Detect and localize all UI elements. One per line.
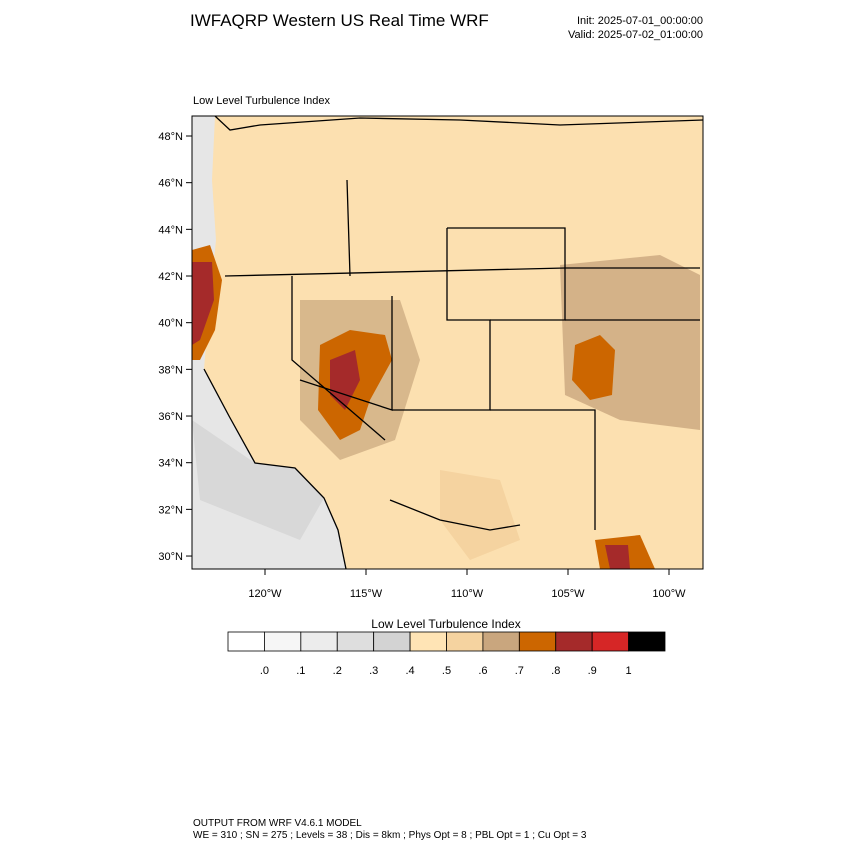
colorbar-label: .9 xyxy=(588,665,597,677)
colorbar-box xyxy=(518,631,557,652)
lat-tick-label: 46°N xyxy=(158,178,183,190)
lat-tick-label: 44°N xyxy=(158,224,183,236)
lon-tick-label: 105°W xyxy=(551,588,585,600)
lat-tick-label: 36°N xyxy=(158,411,183,423)
lat-tick-label: 38°N xyxy=(158,364,183,376)
lon-tick-label: 110°W xyxy=(451,588,484,600)
valid-time: Valid: 2025-07-02_01:00:00 xyxy=(568,29,703,41)
lon-tick-label: 120°W xyxy=(248,588,282,600)
colorbar-box xyxy=(628,631,666,652)
colorbar-box xyxy=(409,631,447,652)
lat-tick-label: 32°N xyxy=(158,504,183,516)
colorbar-label: .8 xyxy=(551,665,560,677)
footer-line: WE = 310 ; SN = 275 ; Levels = 38 ; Dis … xyxy=(193,830,587,841)
colorbar-title: Low Level Turbulence Index xyxy=(371,617,520,631)
colorbar-label: .7 xyxy=(515,665,524,677)
colorbar-box xyxy=(227,631,265,652)
colorbar-label: .4 xyxy=(405,665,414,677)
lat-tick-label: 42°N xyxy=(158,271,183,283)
init-time: Init: 2025-07-01_00:00:00 xyxy=(577,15,703,27)
colorbar: .0 .1 .2 .3 .4 .5 .6 .7 .8 .9 1 xyxy=(227,631,666,677)
turbulence-area xyxy=(440,470,520,560)
turbulence-area xyxy=(192,262,214,345)
colorbar-box xyxy=(336,631,375,652)
footer-line: OUTPUT FROM WRF V4.6.1 MODEL xyxy=(193,818,362,829)
colorbar-label: .0 xyxy=(260,665,269,677)
axis-ticks: 48°N 46°N 44°N 42°N 40°N 38°N 36°N 34°N 32°N 30°N… xyxy=(158,131,686,600)
title: IWFAQRP Western US Real Time WRF xyxy=(190,11,489,30)
colorbar-box xyxy=(300,631,338,652)
colorbar-box xyxy=(555,631,593,652)
colorbar-box xyxy=(591,631,629,652)
colorbar-label: .3 xyxy=(369,665,378,677)
turbulence-area xyxy=(572,335,615,400)
colorbar-box xyxy=(373,631,411,652)
colorbar-label: .5 xyxy=(442,665,451,677)
colorbar-box xyxy=(446,631,484,652)
colorbar-label: .1 xyxy=(296,665,305,677)
lat-tick-label: 34°N xyxy=(158,458,183,470)
turbulence-area xyxy=(330,350,360,410)
lon-tick-label: 115°W xyxy=(350,588,383,600)
colorbar-label: 1 xyxy=(626,665,632,677)
lat-tick-label: 40°N xyxy=(158,318,183,330)
map-frame xyxy=(191,115,704,570)
ocean-shade xyxy=(192,420,324,540)
lat-tick-label: 48°N xyxy=(158,131,183,143)
map-subtitle: Low Level Turbulence Index xyxy=(193,95,330,107)
colorbar-box xyxy=(264,631,302,652)
lon-tick-label: 100°W xyxy=(652,588,686,600)
map xyxy=(192,116,703,569)
turbulence-area xyxy=(605,545,630,569)
colorbar-label: .6 xyxy=(478,665,487,677)
lat-tick-label: 30°N xyxy=(158,551,183,563)
colorbar-label: .2 xyxy=(333,665,342,677)
colorbar-box xyxy=(482,631,520,652)
borders xyxy=(203,116,703,569)
